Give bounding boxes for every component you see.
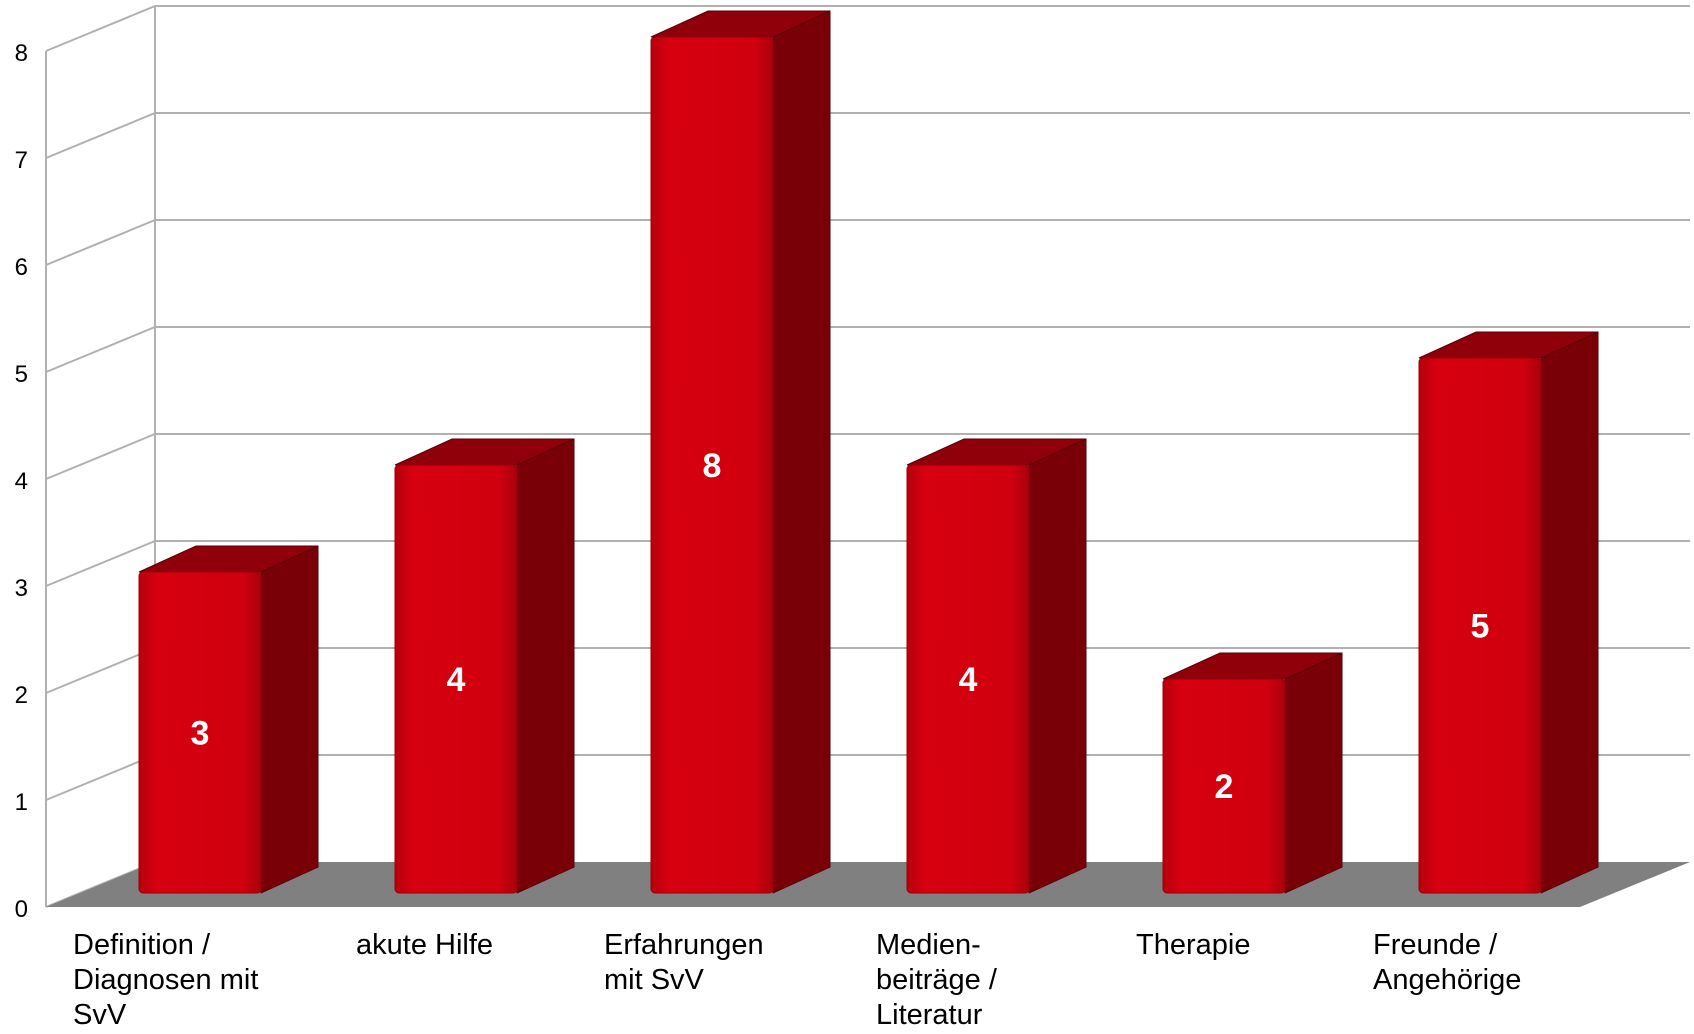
y-tick-label: 4 <box>15 468 28 495</box>
bar-side <box>772 10 831 894</box>
x-tick-label: Freunde / Angehörige <box>1373 929 1522 996</box>
gridline-side <box>45 754 156 801</box>
bar-front <box>650 36 774 894</box>
data-label: 3 <box>191 715 210 753</box>
x-tick-label: Definition / Diagnosen mit SvV <box>73 929 259 1031</box>
data-label: 4 <box>447 661 466 699</box>
bar-side <box>1540 331 1599 894</box>
data-label: 4 <box>959 661 978 699</box>
data-label: 2 <box>1215 768 1234 806</box>
gridline-side <box>45 112 156 159</box>
bar-front <box>906 464 1030 894</box>
bar <box>650 10 831 894</box>
y-axis: 0 1 2 3 4 5 6 7 8 <box>15 40 47 923</box>
bar-side <box>260 545 319 894</box>
y-tick-label: 7 <box>15 147 28 174</box>
y-tick-label: 0 <box>15 896 28 923</box>
gridline-side <box>45 326 156 373</box>
gridline-side <box>45 433 156 480</box>
bar <box>1418 331 1599 894</box>
y-tick-label: 2 <box>15 682 28 709</box>
y-tick-label: 3 <box>15 575 28 602</box>
bars <box>138 10 1599 894</box>
y-tick-label: 5 <box>15 361 28 388</box>
x-tick-label: Therapie <box>1136 929 1251 961</box>
bar <box>906 438 1087 894</box>
bar-side <box>516 438 575 894</box>
y-tick-label: 8 <box>15 40 28 67</box>
data-label: 5 <box>1471 608 1490 646</box>
gridline-side <box>45 219 156 266</box>
bar-front <box>1162 678 1286 894</box>
bar-front <box>1418 357 1542 894</box>
bar-front <box>138 571 262 894</box>
bar-front <box>394 464 518 894</box>
bar-side <box>1028 438 1087 894</box>
x-tick-label: akute Hilfe <box>356 929 494 961</box>
y-tick-label: 1 <box>15 789 28 816</box>
bar <box>1162 652 1343 894</box>
data-label: 8 <box>703 447 722 485</box>
bar <box>138 545 319 894</box>
gridline-side <box>45 540 156 587</box>
bar-side <box>1284 652 1343 894</box>
data-labels: 3 4 8 4 2 5 <box>191 447 1490 806</box>
y-tick-label: 6 <box>15 254 28 281</box>
x-tick-label: Erfahrungen mit SvV <box>604 929 764 996</box>
gridline-side <box>45 5 156 52</box>
bar <box>394 438 575 894</box>
x-tick-label: Medien- beiträge / Literatur <box>876 929 997 1031</box>
gridline-side <box>45 647 156 694</box>
